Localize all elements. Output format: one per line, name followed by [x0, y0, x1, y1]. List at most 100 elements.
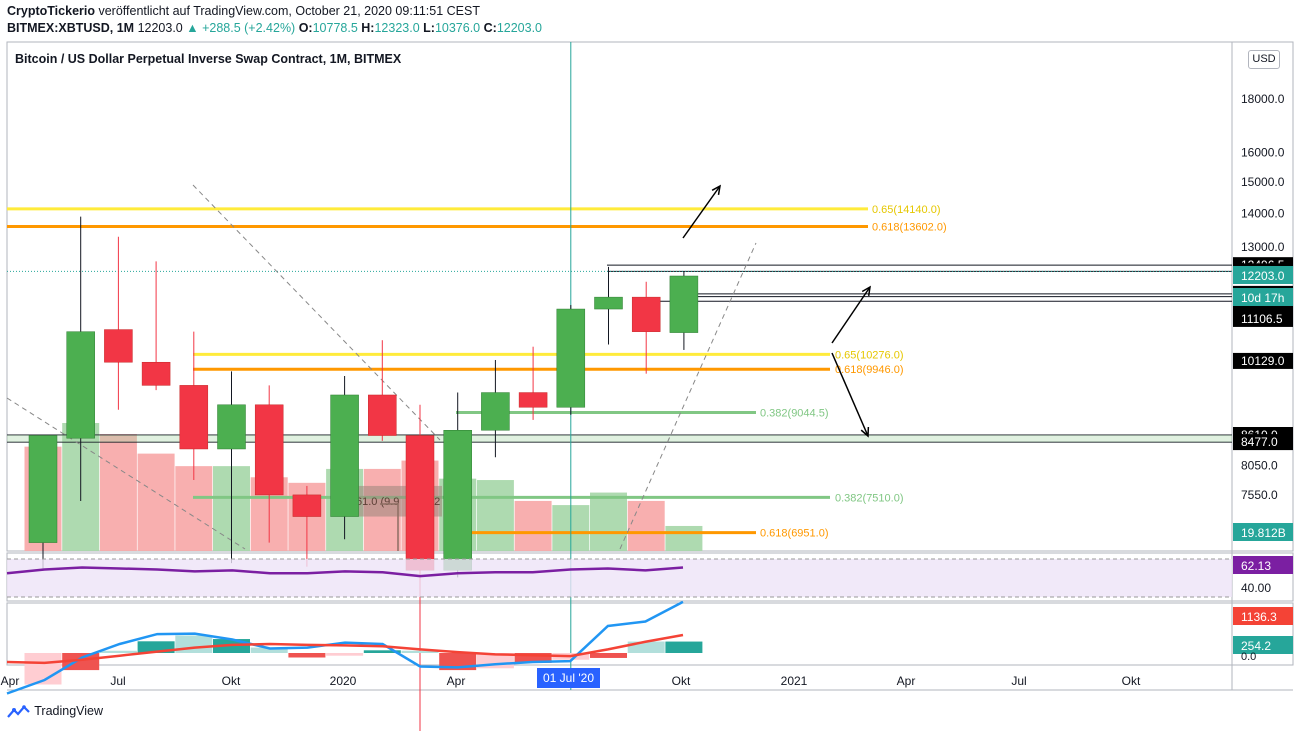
price-axis-label-bg — [1233, 352, 1293, 369]
macd-histogram-bar — [175, 635, 213, 653]
candle-body — [669, 275, 699, 333]
fib-level-label: 0.618(6951.0) — [760, 528, 829, 540]
candle-body — [405, 435, 435, 571]
volume-bar — [665, 525, 703, 551]
bar-countdown: 10d 17h — [1241, 291, 1284, 305]
fib-overlay-label: 61.0 (9.9 — [356, 496, 399, 508]
rsi-value-tag: 62.13 — [1241, 559, 1271, 573]
projection-arrow-head — [711, 184, 721, 195]
footer-brand[interactable]: TradingView — [7, 704, 103, 719]
rsi-line — [6, 566, 684, 578]
macd-histogram-bar — [99, 650, 137, 653]
macd-value-tag: 1136.3 — [1241, 610, 1277, 624]
high-value: 12323.0 — [374, 21, 420, 35]
candle-body — [481, 392, 510, 431]
publish-info: CryptoTickerio veröffentlicht auf Tradin… — [7, 4, 480, 18]
macd-histogram-bar — [401, 650, 439, 653]
candle-body — [66, 331, 95, 439]
fib-level-label: 0.382(7510.0) — [835, 492, 904, 504]
cursor-date-label: 01 Jul '20 — [537, 668, 600, 688]
time-axis-tick: Okt — [1122, 674, 1141, 688]
footer-brand-label: TradingView — [34, 704, 104, 718]
published-text: veröffentlicht auf TradingView.com, Octo… — [98, 4, 480, 18]
macd-axis-tick: 0.0 — [1241, 651, 1256, 663]
volume-bar — [627, 500, 665, 551]
tradingview-logo-icon — [7, 704, 30, 718]
countdown-label-bg — [1233, 288, 1293, 306]
time-axis-tick: Okt — [222, 674, 241, 688]
fib-level-label: 0.618(13602.0) — [872, 222, 947, 234]
price-axis-tick: 16000.0 — [1241, 145, 1285, 159]
close-value: 12203.0 — [496, 21, 543, 35]
hist-value-tag: 254.2 — [1241, 639, 1271, 653]
trendline-dashed — [619, 242, 757, 550]
open-value: 10778.5 — [312, 21, 358, 35]
ohlc-legend: BITMEX:XBTUSD, 1M 12203.0 ▲ +288.5 (+2.4… — [7, 21, 543, 35]
price-axis-tick: 13000.0 — [1241, 240, 1285, 254]
macd-histogram-bar — [288, 653, 326, 658]
chart-title: Bitcoin / US Dollar Perpetual Inverse Sw… — [15, 52, 402, 66]
price-change: ▲ +288.5 (+2.42%) — [186, 21, 296, 35]
price-axis-tick: 7550.0 — [1241, 488, 1278, 502]
volume-value-tag: 19.812B — [1241, 526, 1286, 540]
macd-pane — [6, 602, 1294, 666]
macd-histogram-bar — [250, 647, 288, 653]
last-price-label-bg — [1233, 266, 1293, 284]
last-price-tag: 12203.0 — [1241, 269, 1285, 283]
time-axis-tick: 2021 — [781, 674, 808, 688]
time-axis-tick: Apr — [447, 674, 466, 688]
volume-bar — [137, 453, 175, 551]
price-axis-tick: 11106.5 — [1241, 312, 1283, 326]
low-value: 10376.0 — [434, 21, 481, 35]
candle-body — [518, 392, 548, 408]
candle-body — [141, 361, 171, 386]
candle-body — [330, 394, 359, 517]
price-axis-tick: 18000.0 — [1241, 92, 1285, 106]
candle-body — [368, 394, 397, 436]
hist-value-bg — [1233, 636, 1293, 654]
price-axis-tick: 10129.0 — [1241, 354, 1285, 368]
macd-histogram-bar — [665, 641, 703, 653]
last-price: 12203.0 — [137, 21, 183, 35]
candle-body — [254, 404, 284, 496]
candle-body — [28, 435, 58, 543]
candle-body — [556, 308, 586, 408]
volume-bar — [590, 492, 627, 551]
volume-bar — [514, 500, 552, 551]
projection-arrow — [831, 352, 869, 437]
projection-arrow — [831, 286, 871, 344]
fib-level-label: 0.618(9946.0) — [835, 364, 904, 376]
projection-arrow-head — [861, 285, 871, 297]
signal-line — [6, 633, 684, 665]
volume-bar — [175, 466, 213, 551]
time-axis-tick: Apr — [897, 674, 916, 688]
macd-histogram-bar — [62, 653, 100, 671]
macd-histogram-bar — [627, 641, 665, 653]
volume-bar — [476, 480, 514, 551]
price-axis-tick: 8477.0 — [1241, 435, 1278, 449]
projection-arrow — [682, 185, 721, 239]
time-axis-tick: Apr — [1, 674, 20, 688]
support-zone — [7, 435, 1232, 443]
price-axis-tick: 14000.0 — [1241, 206, 1285, 220]
candle-body — [594, 296, 623, 310]
candle-body — [179, 385, 209, 450]
price-axis-label-bg — [1233, 434, 1293, 451]
rsi-axis-tick: 40.00 — [1241, 581, 1271, 595]
candle-body — [104, 329, 133, 363]
currency-selector[interactable]: USD — [1248, 50, 1280, 69]
fib-overlay-arrow — [380, 503, 399, 551]
volume-bar — [99, 434, 137, 551]
rsi-value-bg — [1233, 556, 1293, 574]
candle-body — [217, 404, 246, 450]
price-axis-tick: 8050.0 — [1241, 459, 1278, 473]
time-axis-tick: Jul — [1011, 674, 1026, 688]
price-axis-label-bg — [1233, 310, 1293, 327]
fib-level-label: 0.65(14140.0) — [872, 204, 941, 216]
fib-level-label: 0.382(9044.5) — [760, 408, 829, 420]
macd-histogram-bar — [514, 653, 552, 663]
time-axis-tick: Okt — [672, 674, 691, 688]
macd-histogram-bar — [363, 650, 401, 653]
candle-body — [292, 494, 322, 517]
